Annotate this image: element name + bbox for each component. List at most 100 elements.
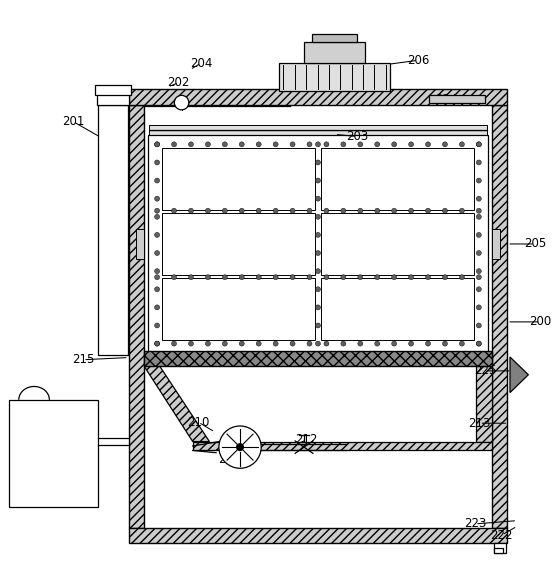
Circle shape: [392, 275, 397, 280]
Circle shape: [205, 275, 210, 280]
Circle shape: [222, 208, 227, 213]
Bar: [494, 548, 503, 553]
Text: 222: 222: [490, 529, 513, 542]
Bar: [98, 105, 128, 355]
Bar: [136, 228, 145, 259]
Circle shape: [358, 208, 363, 213]
Circle shape: [341, 341, 346, 346]
Circle shape: [239, 341, 244, 346]
Circle shape: [408, 341, 413, 346]
Circle shape: [426, 208, 431, 213]
Circle shape: [477, 341, 482, 346]
Circle shape: [375, 341, 380, 346]
Circle shape: [477, 305, 482, 310]
Bar: [129, 528, 507, 544]
Polygon shape: [152, 366, 476, 441]
Circle shape: [442, 275, 448, 280]
Circle shape: [442, 341, 448, 346]
Circle shape: [155, 214, 160, 219]
Circle shape: [477, 208, 482, 213]
Text: 212: 212: [296, 433, 318, 447]
Circle shape: [256, 341, 261, 346]
Circle shape: [307, 275, 312, 280]
Text: 209: 209: [193, 307, 215, 320]
Circle shape: [315, 233, 320, 237]
Circle shape: [189, 275, 194, 280]
Circle shape: [205, 341, 210, 346]
Circle shape: [256, 275, 261, 280]
Circle shape: [290, 275, 295, 280]
Circle shape: [477, 233, 482, 237]
Circle shape: [324, 208, 329, 213]
Bar: [494, 544, 506, 553]
Circle shape: [171, 142, 176, 147]
Text: 206: 206: [407, 54, 429, 67]
Circle shape: [426, 275, 431, 280]
Bar: [162, 278, 315, 340]
Bar: [312, 33, 357, 42]
Bar: [321, 278, 474, 340]
Circle shape: [315, 160, 320, 165]
Circle shape: [222, 275, 227, 280]
Circle shape: [155, 305, 160, 310]
Circle shape: [273, 341, 278, 346]
Circle shape: [315, 323, 320, 328]
Text: 211: 211: [218, 454, 240, 466]
Circle shape: [426, 341, 431, 346]
Circle shape: [324, 341, 329, 346]
Circle shape: [341, 142, 346, 147]
Circle shape: [273, 142, 278, 147]
Bar: [129, 105, 145, 528]
Bar: [429, 95, 485, 103]
Circle shape: [155, 275, 160, 280]
Circle shape: [358, 275, 363, 280]
Text: 225: 225: [474, 365, 496, 377]
Circle shape: [155, 142, 160, 147]
Circle shape: [239, 208, 244, 213]
Circle shape: [477, 269, 482, 273]
Circle shape: [426, 142, 431, 147]
Polygon shape: [476, 366, 492, 441]
Circle shape: [315, 142, 320, 147]
Text: 215: 215: [72, 353, 94, 366]
Bar: [279, 63, 391, 91]
Circle shape: [315, 269, 320, 273]
Bar: [321, 212, 474, 275]
Circle shape: [273, 208, 278, 213]
Circle shape: [375, 208, 380, 213]
Circle shape: [237, 444, 243, 451]
Circle shape: [155, 323, 160, 328]
Circle shape: [358, 341, 363, 346]
Bar: [321, 148, 474, 210]
Circle shape: [408, 142, 413, 147]
Circle shape: [477, 287, 482, 292]
Circle shape: [375, 142, 380, 147]
Bar: [95, 85, 131, 95]
Circle shape: [477, 178, 482, 183]
Circle shape: [189, 142, 194, 147]
Circle shape: [392, 142, 397, 147]
Circle shape: [205, 142, 210, 147]
Bar: [492, 105, 507, 528]
Circle shape: [375, 275, 380, 280]
Circle shape: [307, 208, 312, 213]
Bar: [148, 136, 488, 353]
Circle shape: [222, 142, 227, 147]
Circle shape: [155, 142, 160, 147]
Circle shape: [324, 142, 329, 147]
Circle shape: [256, 208, 261, 213]
Circle shape: [315, 305, 320, 310]
Bar: [97, 92, 129, 105]
Circle shape: [239, 275, 244, 280]
Bar: [129, 89, 507, 105]
Bar: [162, 148, 315, 210]
Text: 201: 201: [62, 115, 84, 128]
Circle shape: [307, 142, 312, 147]
Circle shape: [155, 178, 160, 183]
Circle shape: [477, 323, 482, 328]
Circle shape: [392, 341, 397, 346]
Circle shape: [408, 275, 413, 280]
Circle shape: [189, 208, 194, 213]
Bar: [149, 125, 487, 136]
Circle shape: [155, 250, 160, 256]
